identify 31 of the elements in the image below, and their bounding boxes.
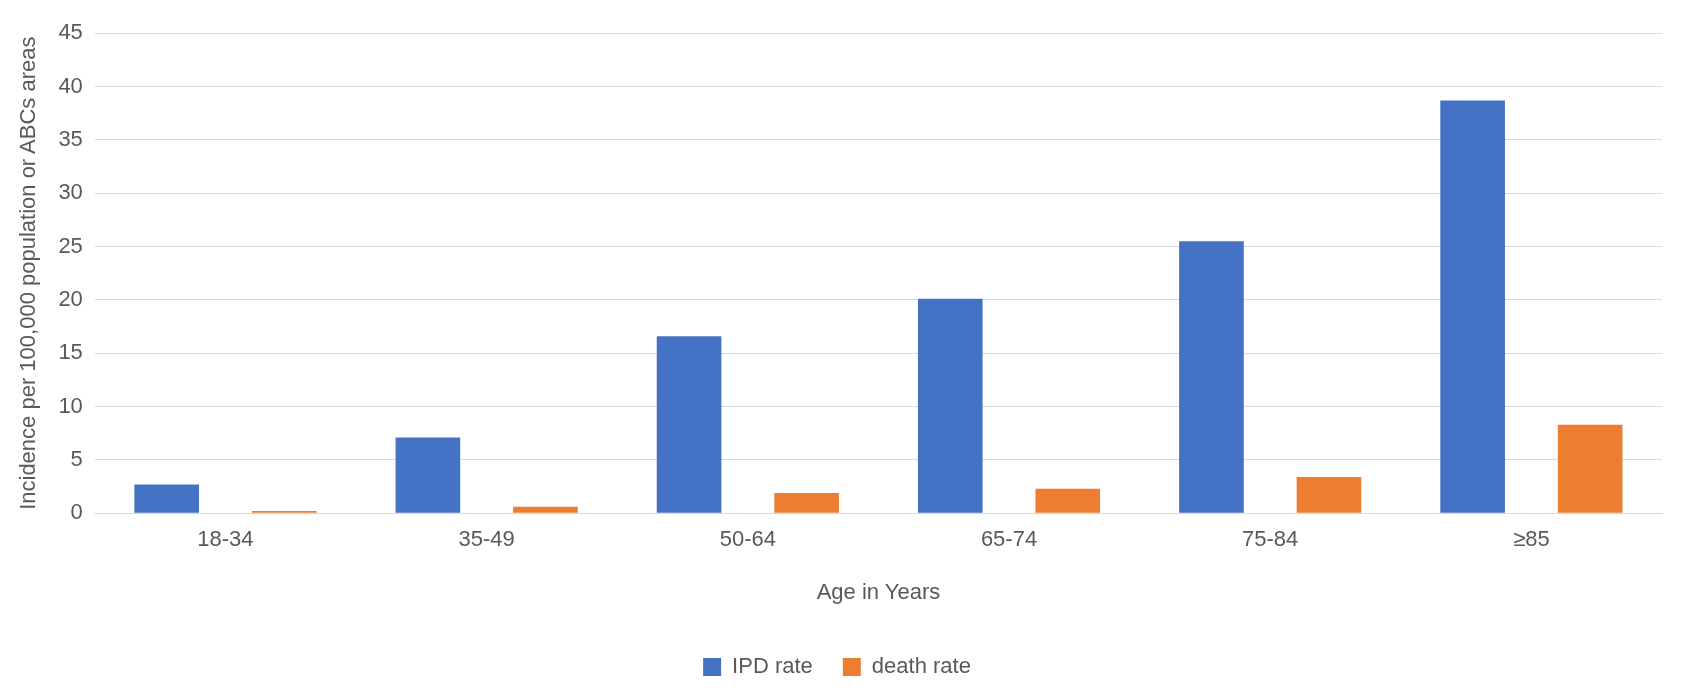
y-tick-label: 45: [58, 19, 83, 45]
bar: [134, 484, 200, 513]
x-axis-title: Age in Years: [816, 578, 941, 604]
y-tick-label: 30: [58, 179, 83, 205]
legend-label: death rate: [871, 653, 971, 679]
y-tick-label: 15: [58, 339, 83, 365]
bar: [1179, 241, 1244, 513]
bar: [656, 336, 722, 513]
x-tick-label: 75-84: [1242, 526, 1299, 552]
bar: [513, 506, 578, 513]
bar: [774, 492, 839, 513]
y-tick-label: 40: [58, 72, 83, 98]
y-tick-label: 5: [70, 445, 83, 471]
x-tick-label: 18-34: [197, 526, 254, 552]
x-tick-label: 65-74: [980, 526, 1038, 552]
legend-label: IPD rate: [732, 653, 813, 679]
y-tick-label: 35: [58, 125, 83, 151]
y-tick-label: 20: [58, 285, 83, 311]
y-tick-label: 25: [58, 232, 83, 258]
bar: [917, 298, 983, 513]
y-tick-label: 0: [70, 499, 83, 525]
x-tick-label: 50-64: [719, 526, 776, 552]
y-tick-label: 10: [58, 392, 83, 418]
x-tick-label: 35-49: [458, 526, 515, 552]
bar: [395, 437, 461, 513]
bar: [1035, 488, 1101, 513]
x-tick-label: ≥85: [1513, 526, 1550, 552]
bar: [1296, 476, 1362, 513]
bar: [1557, 424, 1623, 513]
bar: [1440, 100, 1505, 513]
y-axis-title: Incidence per 100,000 population or ABCs areas: [15, 36, 41, 510]
